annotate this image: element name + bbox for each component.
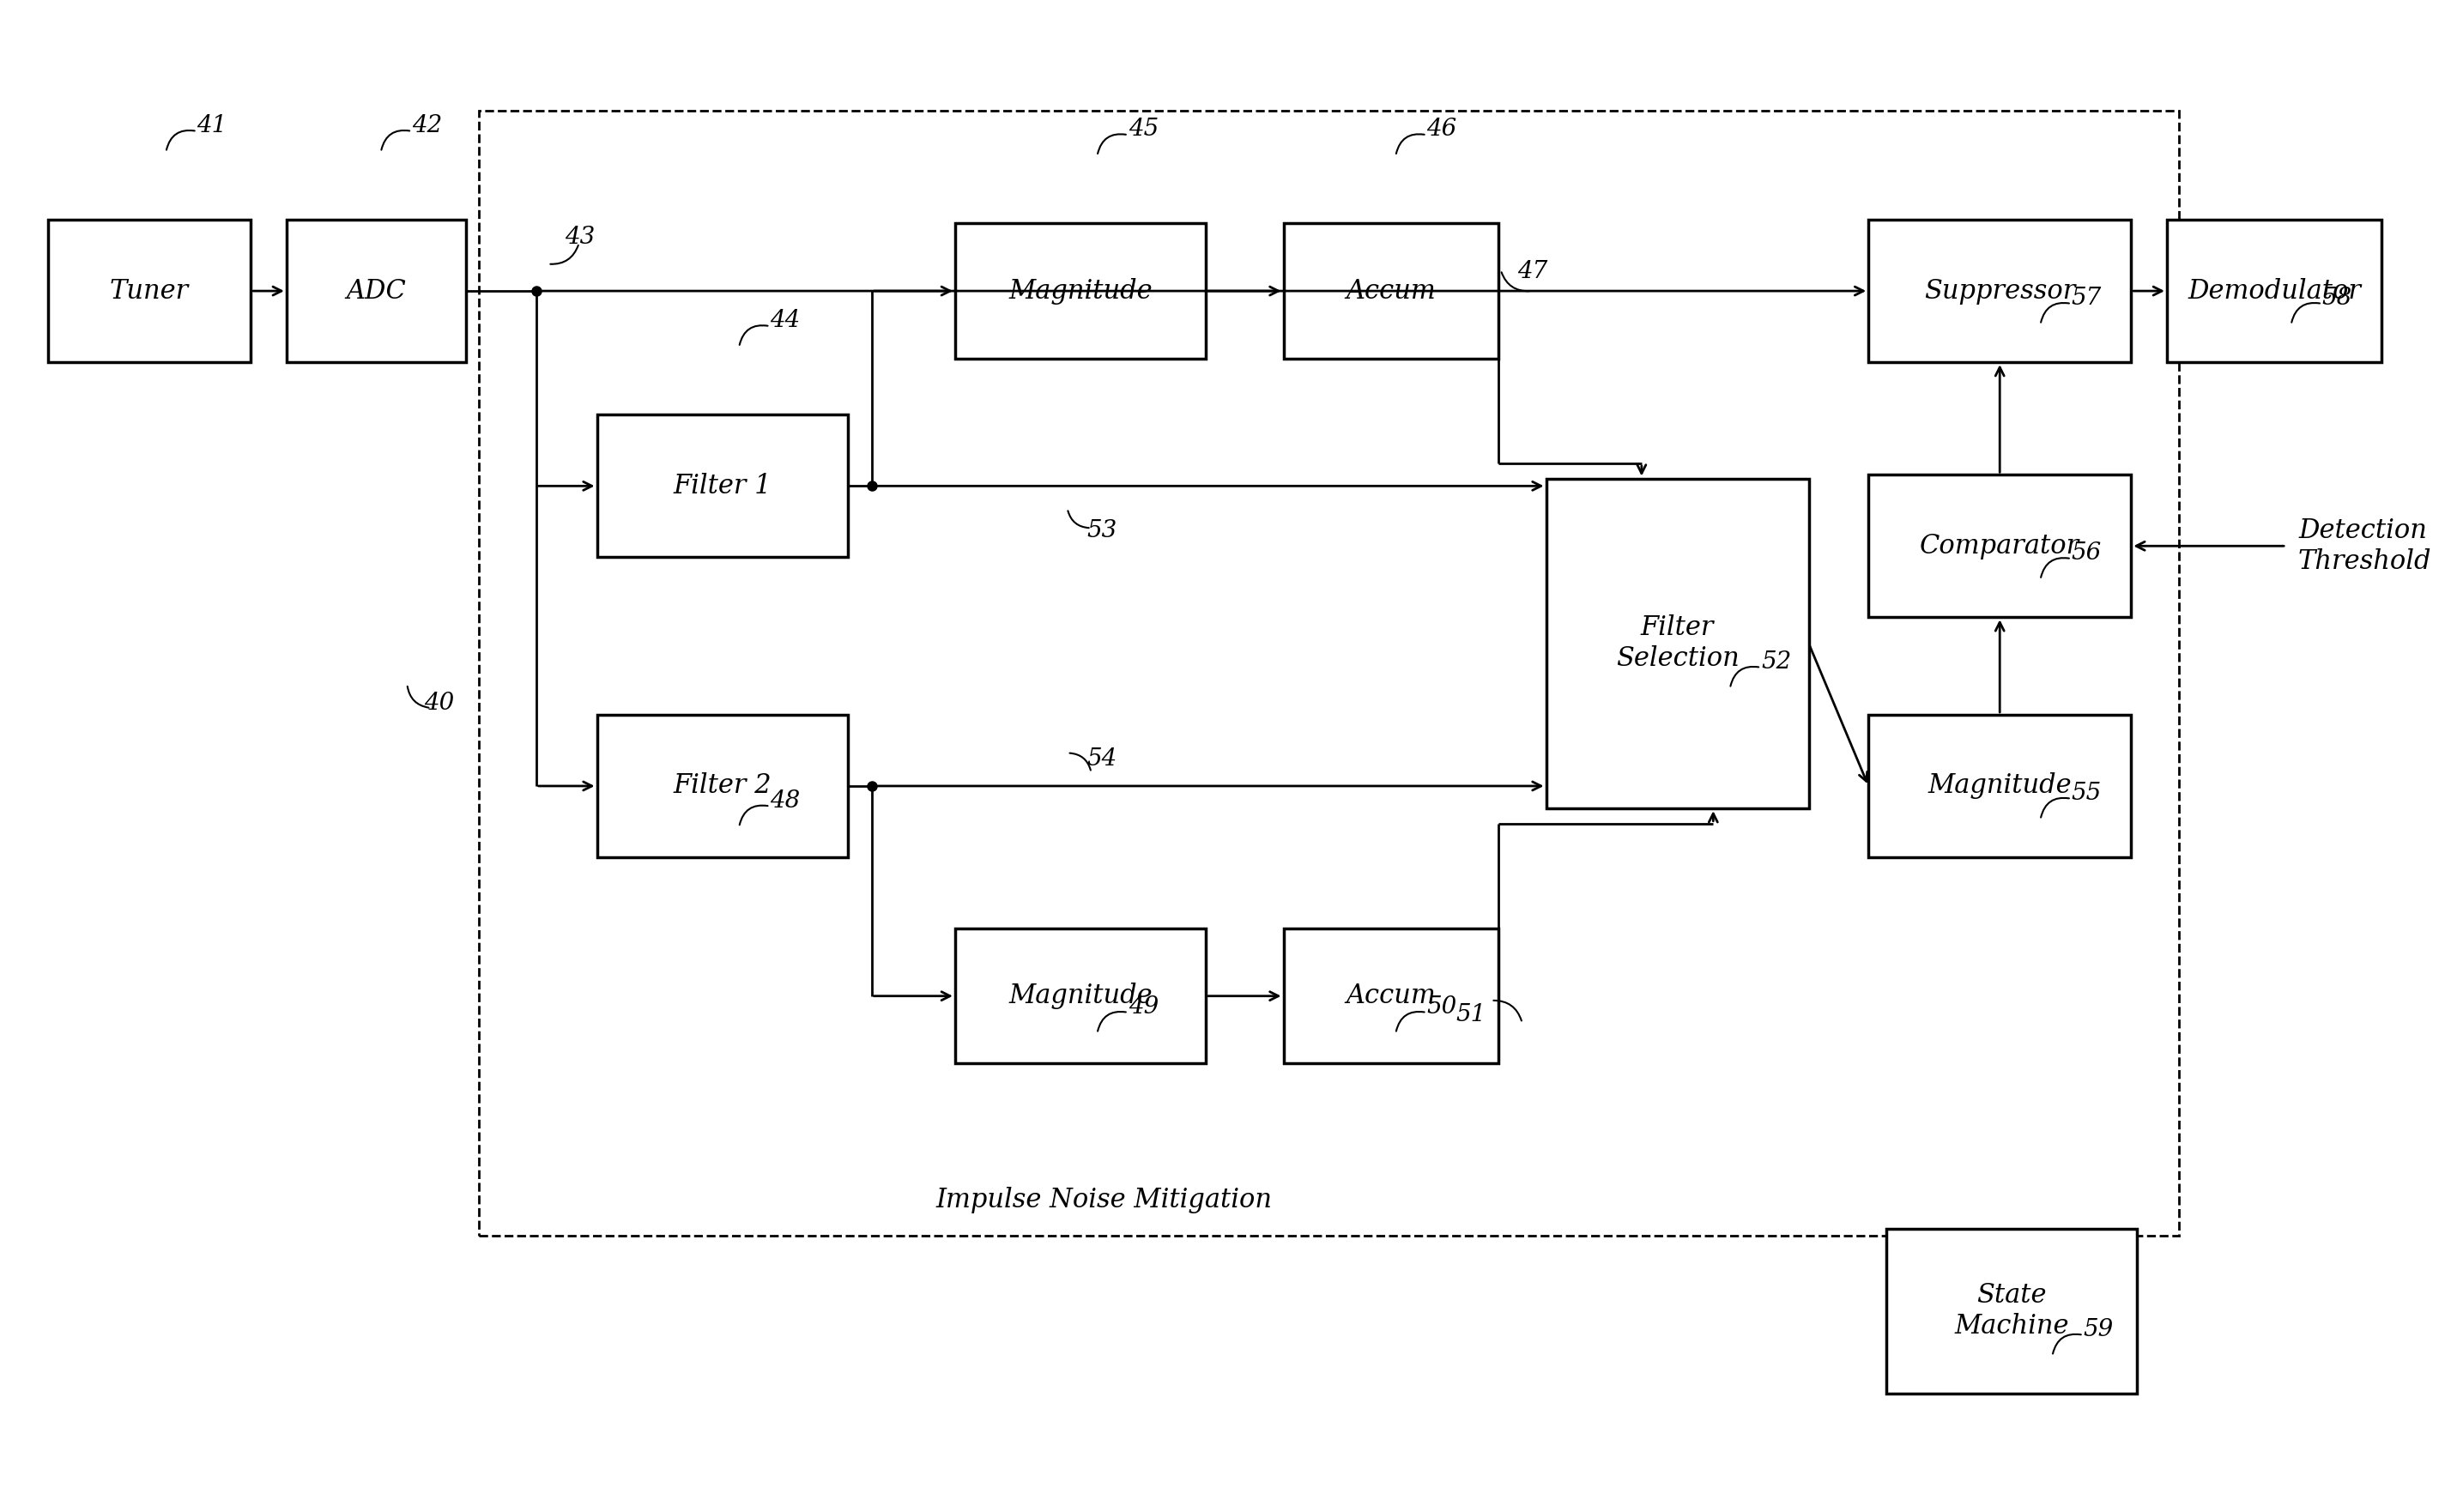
- Text: 44: 44: [769, 308, 801, 333]
- FancyBboxPatch shape: [956, 224, 1206, 358]
- Text: Accum: Accum: [1346, 983, 1435, 1010]
- Text: ADC: ADC: [346, 278, 405, 304]
- Text: 57: 57: [2071, 287, 2101, 310]
- Text: Magnitude: Magnitude: [1007, 278, 1152, 304]
- FancyBboxPatch shape: [287, 219, 467, 363]
- Text: 53: 53: [1086, 519, 1115, 543]
- Text: Filter
Selection: Filter Selection: [1617, 615, 1740, 673]
- Text: Suppressor: Suppressor: [1924, 278, 2076, 304]
- Text: 40: 40: [423, 692, 455, 715]
- Text: Tuner: Tuner: [111, 278, 189, 304]
- Text: 47: 47: [1518, 260, 1548, 283]
- Text: State
Machine: State Machine: [1953, 1282, 2069, 1340]
- FancyBboxPatch shape: [1283, 928, 1499, 1063]
- Text: 43: 43: [565, 225, 595, 249]
- FancyBboxPatch shape: [1887, 1229, 2138, 1394]
- Text: 48: 48: [769, 789, 801, 812]
- Text: Impulse Noise Mitigation: Impulse Noise Mitigation: [936, 1187, 1273, 1214]
- Text: 52: 52: [1762, 650, 1791, 673]
- Text: Filter 1: Filter 1: [673, 473, 771, 499]
- FancyBboxPatch shape: [1867, 475, 2130, 617]
- FancyBboxPatch shape: [1867, 715, 2130, 857]
- Text: 46: 46: [1428, 118, 1457, 141]
- Text: Comparator: Comparator: [1919, 532, 2079, 559]
- Text: 54: 54: [1086, 748, 1115, 771]
- Text: 49: 49: [1128, 995, 1160, 1019]
- FancyBboxPatch shape: [597, 414, 848, 558]
- FancyBboxPatch shape: [1283, 224, 1499, 358]
- Text: 41: 41: [197, 113, 226, 138]
- Text: Accum: Accum: [1346, 278, 1435, 304]
- FancyBboxPatch shape: [47, 219, 251, 363]
- Text: Magnitude: Magnitude: [1007, 983, 1152, 1010]
- FancyBboxPatch shape: [2167, 219, 2381, 363]
- FancyBboxPatch shape: [1545, 478, 1808, 809]
- FancyBboxPatch shape: [1867, 219, 2130, 363]
- Text: 45: 45: [1128, 118, 1160, 141]
- Text: Filter 2: Filter 2: [673, 773, 771, 800]
- Text: Magnitude: Magnitude: [1929, 773, 2071, 800]
- Text: 55: 55: [2071, 782, 2101, 804]
- Text: 42: 42: [413, 113, 442, 138]
- Text: Demodulator: Demodulator: [2187, 278, 2361, 304]
- Text: 59: 59: [2084, 1318, 2113, 1341]
- Text: Detection
Threshold: Detection Threshold: [2297, 517, 2432, 575]
- Text: 51: 51: [1457, 1004, 1486, 1027]
- Text: 50: 50: [1428, 995, 1457, 1019]
- FancyBboxPatch shape: [597, 715, 848, 857]
- Text: 56: 56: [2071, 541, 2101, 565]
- FancyBboxPatch shape: [956, 928, 1206, 1063]
- Text: 58: 58: [2322, 287, 2351, 310]
